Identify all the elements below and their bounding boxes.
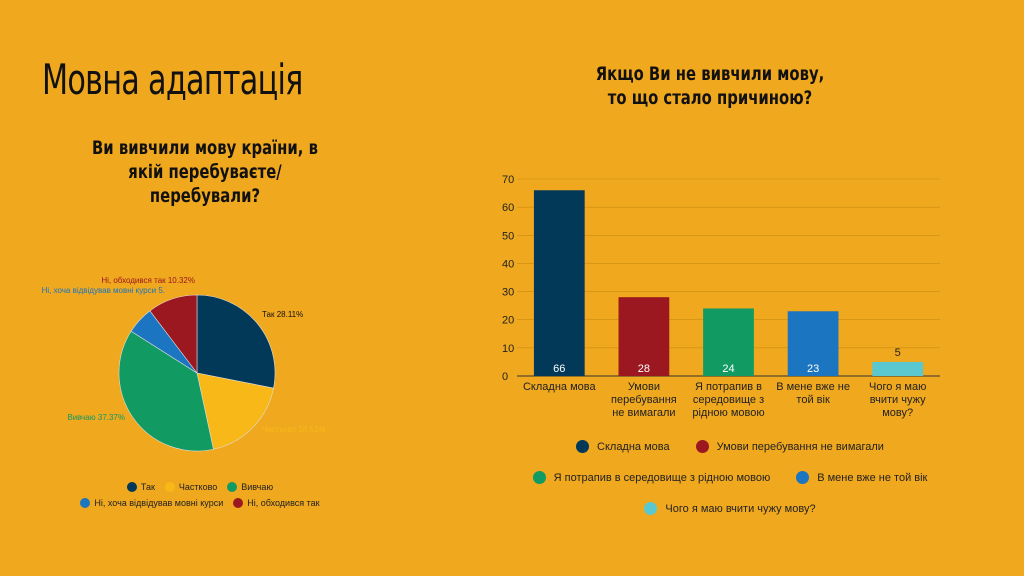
legend-label: Чого я маю вчити чужу мову? bbox=[665, 502, 816, 515]
legend-swatch bbox=[164, 482, 175, 492]
y-tick-label: 0 bbox=[502, 371, 508, 383]
legend-item: Складна мова bbox=[576, 440, 670, 453]
legend-swatch bbox=[644, 502, 658, 515]
legend-label: Вивчаю bbox=[241, 482, 274, 492]
pie-data-label: Так 28.11% bbox=[262, 310, 303, 319]
legend-item: Так bbox=[126, 482, 155, 492]
legend-label: Умови перебування не вимагали bbox=[716, 440, 884, 453]
bar-chart-title: Якщо Ви не вивчили мову, то що стало при… bbox=[595, 63, 825, 109]
pie-data-label: Частково 18.51% bbox=[262, 425, 325, 434]
legend-label: Я потрапив в середовище з рідною мовою bbox=[553, 471, 771, 484]
pie-data-label: Ні, обходився так 10.32% bbox=[101, 276, 195, 285]
legend-label: Так bbox=[140, 482, 155, 492]
bar-data-label: 5 bbox=[895, 347, 901, 359]
legend-label: Ні, хоча відвідував мовні курси bbox=[94, 498, 224, 508]
legend-item: Чого я маю вчити чужу мову? bbox=[644, 502, 816, 515]
legend-swatch bbox=[227, 482, 238, 492]
bar bbox=[872, 361, 924, 376]
legend-item: Частково bbox=[164, 482, 218, 492]
y-tick-label: 60 bbox=[502, 202, 514, 214]
legend-label: Частково bbox=[178, 482, 218, 492]
legend-swatch bbox=[126, 482, 137, 492]
x-tick-label: В мене вже не той вік bbox=[776, 381, 850, 406]
bar bbox=[703, 308, 754, 376]
pie-slice bbox=[196, 372, 274, 450]
y-tick-label: 20 bbox=[502, 315, 514, 327]
y-tick-label: 10 bbox=[502, 343, 514, 355]
bar-data-label: 24 bbox=[722, 363, 734, 375]
y-tick-label: 50 bbox=[502, 230, 514, 242]
x-tick-label: Я потрапив в середовище з рідною мовою bbox=[692, 381, 764, 419]
y-tick-label: 30 bbox=[502, 287, 514, 299]
legend-item: Ні, обходився так bbox=[233, 498, 320, 508]
x-tick-label: Чого я маю вчити чужу мову? bbox=[869, 381, 926, 419]
legend-item: Ні, хоча відвідував мовні курси bbox=[80, 498, 223, 508]
legend-swatch bbox=[796, 471, 810, 484]
legend-label: Ні, обходився так bbox=[247, 498, 320, 508]
bar bbox=[618, 297, 670, 376]
bar-data-label: 66 bbox=[553, 363, 565, 375]
pie-slice bbox=[149, 294, 198, 374]
legend-swatch bbox=[576, 440, 590, 453]
pie-chart-title: Ви вивчили мову країни, в якій перебуває… bbox=[92, 137, 318, 207]
pie-data-label: Вивчаю 37.37% bbox=[67, 413, 125, 422]
legend-swatch bbox=[532, 471, 546, 484]
legend-item: Я потрапив в середовище з рідною мовою bbox=[532, 471, 771, 484]
bar bbox=[787, 311, 839, 376]
legend-item: Умови перебування не вимагали bbox=[695, 440, 884, 453]
legend-label: Складна мова bbox=[597, 440, 670, 453]
x-tick-label: Умови перебування не вимагали bbox=[611, 381, 677, 419]
legend-swatch bbox=[80, 498, 91, 508]
legend-label: В мене вже не той вік bbox=[817, 471, 928, 484]
slide-title: Мовна адаптація bbox=[42, 55, 303, 104]
bar-data-label: 23 bbox=[807, 363, 819, 375]
bar bbox=[533, 190, 585, 376]
pie-slice bbox=[196, 294, 276, 389]
legend-swatch bbox=[233, 498, 244, 508]
bar-data-label: 28 bbox=[638, 363, 650, 375]
x-tick-label: Складна мова bbox=[523, 381, 596, 393]
bar-chart: 0 10 20 30 40 50 60 70 66 Складна мова 28 Умови пере… bbox=[502, 174, 940, 419]
pie-slice bbox=[118, 330, 214, 452]
y-tick-label: 70 bbox=[502, 174, 514, 186]
pie-data-label: Ні, хоча відвідував мовні курси 5. bbox=[42, 286, 165, 295]
bar-legend: Складна мова Умови перебування не вимагал… bbox=[510, 440, 950, 515]
legend-item: Вивчаю bbox=[227, 482, 273, 492]
y-tick-label: 40 bbox=[502, 258, 514, 270]
legend-item: В мене вже не той вік bbox=[796, 471, 927, 484]
legend-swatch bbox=[695, 440, 709, 453]
pie-chart: Так 28.11% Частково 18.51% Вивчаю 37.37% Ні… bbox=[42, 276, 325, 452]
pie-legend: Так Частково Вивчаю Ні, хоча відвідував мов… bbox=[55, 482, 345, 508]
